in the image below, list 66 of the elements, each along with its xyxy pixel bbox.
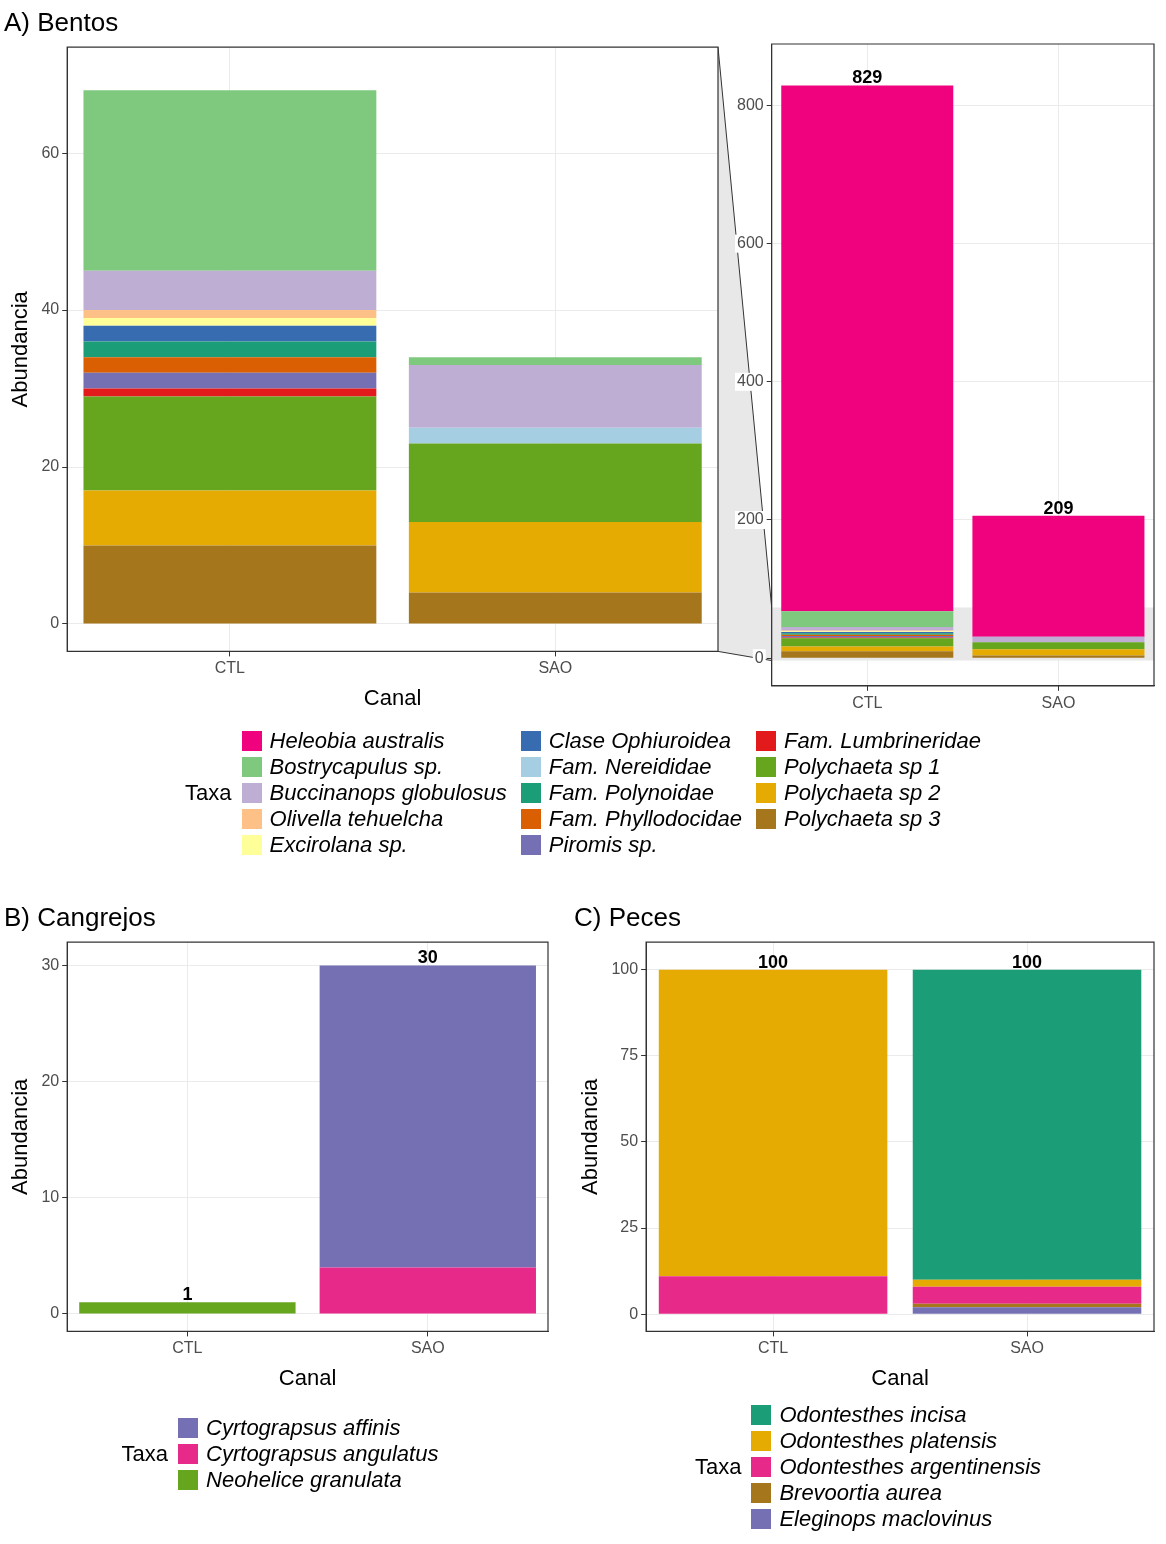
y-tick-label: 60	[41, 143, 60, 161]
y-tick-label: 100	[611, 960, 639, 978]
x-tick-label: SAO	[1041, 693, 1076, 711]
y-tick-label: 800	[736, 95, 764, 113]
x-tick-label: CTL	[852, 693, 883, 711]
legend-label: Heleobia australis	[269, 728, 445, 754]
chart-title: B) Cangrejos	[4, 901, 156, 932]
y-tick-label: 200	[736, 510, 764, 528]
y-tick-label: 20	[41, 457, 60, 475]
legend-title: Taxa	[121, 1441, 169, 1467]
x-tick-label: CTL	[172, 1339, 203, 1357]
chart-title: C) Peces	[574, 901, 681, 932]
x-axis-title: Canal	[278, 1364, 337, 1390]
y-tick-label: 0	[50, 614, 60, 632]
y-tick-label: 0	[754, 648, 764, 666]
legend-label: Buccinanops globulosus	[269, 780, 507, 806]
y-tick-label: 50	[620, 1132, 639, 1150]
legend-label: Odontesthes incisa	[779, 1402, 967, 1428]
total-label: 209	[1043, 497, 1074, 518]
legend-label: Fam. Polynoidae	[548, 780, 714, 806]
legend-label: Cyrtograpsus angulatus	[206, 1441, 439, 1467]
x-tick-label: CTL	[214, 659, 246, 677]
y-tick-label: 400	[736, 372, 764, 390]
legend-label: Brevoortia aurea	[779, 1480, 943, 1506]
y-tick-label: 10	[41, 1188, 60, 1206]
total-label: 100	[758, 951, 789, 972]
x-axis-title: Canal	[871, 1364, 929, 1390]
total-label: 829	[852, 67, 883, 88]
x-tick-label: SAO	[538, 659, 573, 677]
y-tick-label: 30	[41, 955, 60, 973]
legend-label: Polychaeta sp 2	[784, 780, 941, 806]
legend-label: Piromis sp.	[548, 832, 658, 858]
y-tick-label: 0	[629, 1304, 639, 1322]
legend-label: Olivella tehuelcha	[269, 806, 444, 832]
y-tick-label: 0	[50, 1304, 60, 1322]
x-axis-title: Canal	[363, 684, 422, 710]
legend-title: Taxa	[185, 780, 232, 806]
y-axis-title: Abundancia	[577, 1077, 603, 1195]
y-tick-label: 40	[41, 300, 60, 318]
legend-label: Cyrtograpsus affinis	[206, 1415, 401, 1441]
y-tick-label: 25	[620, 1218, 639, 1236]
legend-title: Taxa	[694, 1454, 742, 1480]
legend-label: Fam. Nereididae	[548, 754, 712, 780]
y-axis-title: Abundancia	[7, 290, 33, 408]
chart-title: A) Bentos	[4, 6, 119, 37]
x-tick-label: SAO	[1010, 1339, 1044, 1357]
x-tick-label: CTL	[757, 1339, 789, 1357]
legend-label: Eleginops maclovinus	[779, 1506, 993, 1532]
legend-label: Neohelice granulata	[206, 1467, 402, 1493]
legend-label: Excirolana sp.	[269, 832, 408, 858]
legend-label: Fam. Phyllodocidae	[548, 806, 743, 832]
x-tick-label: SAO	[410, 1339, 445, 1357]
legend-label: Clase Ophiuroidea	[548, 728, 732, 754]
legend-label: Odontesthes argentinensis	[779, 1454, 1042, 1480]
total-label: 100	[1012, 951, 1043, 972]
legend-label: Bostrycapulus sp.	[269, 754, 444, 780]
total-label: 30	[417, 947, 438, 968]
legend-label: Odontesthes platensis	[779, 1428, 998, 1454]
legend-label: Fam. Lumbrineridae	[784, 728, 981, 754]
y-tick-label: 75	[620, 1046, 639, 1064]
total-label: 1	[182, 1284, 193, 1305]
legend-label: Polychaeta sp 3	[784, 806, 941, 832]
legend-label: Polychaeta sp 1	[784, 754, 941, 780]
y-tick-label: 20	[41, 1072, 60, 1090]
y-tick-label: 600	[736, 234, 764, 252]
y-axis-title: Abundancia	[7, 1077, 33, 1195]
